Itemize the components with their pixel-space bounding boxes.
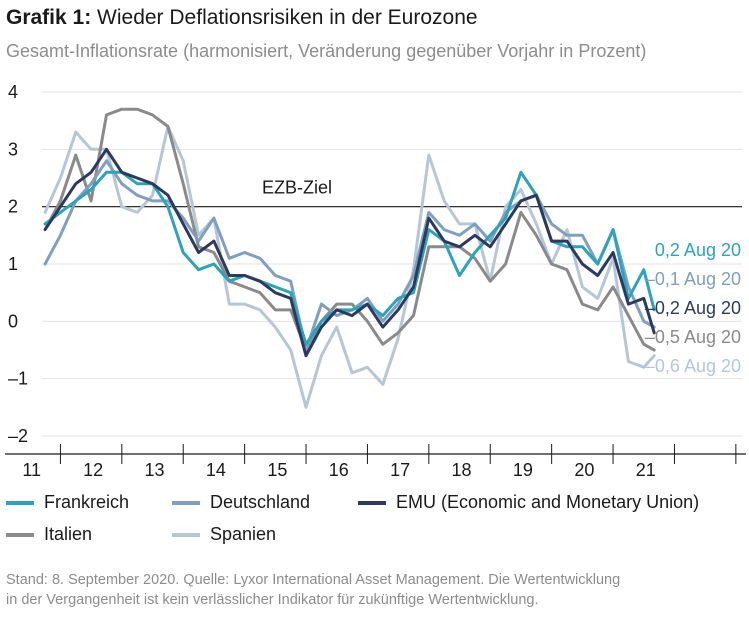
- legend-label-spanien: Spanien: [210, 524, 277, 544]
- y-tick-label: 2: [8, 197, 18, 217]
- x-tick-label: 12: [83, 460, 103, 480]
- x-tick-label: 17: [390, 460, 410, 480]
- series-line-frankreich: [43, 170, 656, 346]
- label-layer: EZB-Ziel 0,2 Aug 20 –0,1 Aug 20 –0,2 Aug 20…: [262, 178, 741, 376]
- y-tick-label: 3: [8, 139, 18, 159]
- y-tick-label: –1: [8, 369, 28, 389]
- legend-label-frankreich: Frankreich: [44, 492, 130, 512]
- grid-layer: [42, 91, 742, 437]
- legend-item-deutschland: Deutschland: [172, 492, 310, 513]
- end-label-frankreich: 0,2 Aug 20: [655, 240, 741, 260]
- footnote-line-2: in der Vergangenheit ist kein verlässlic…: [6, 592, 539, 608]
- x-tick-label: 16: [329, 460, 349, 480]
- end-label-italien: –0,5 Aug 20: [645, 327, 741, 347]
- chart-title-prefix: Grafik 1:: [6, 6, 92, 29]
- legend-item-emu: EMU (Economic and Monetary Union): [358, 492, 699, 513]
- x-tick-label: 15: [267, 460, 287, 480]
- legend-swatch-frankreich: [6, 500, 34, 505]
- end-label-deutschland: –0,1 Aug 20: [645, 269, 741, 289]
- legend-swatch-deutschland: [172, 500, 200, 505]
- chart-title: Grafik 1: Wieder Deflationsrisiken in de…: [6, 6, 478, 30]
- x-tick-label: 14: [206, 460, 226, 480]
- x-tick-label: 21: [636, 460, 656, 480]
- legend-label-italien: Italien: [44, 524, 93, 544]
- legend-swatch-italien: [6, 532, 34, 537]
- series-line-emu: [43, 147, 656, 358]
- chart-title-text: Wieder Deflationsrisiken in der Eurozone: [91, 6, 478, 29]
- y-tick-label: –2: [8, 426, 28, 446]
- legend-item-spanien: Spanien: [172, 524, 276, 545]
- x-tick-label: 20: [574, 460, 594, 480]
- legend-label-emu: EMU (Economic and Monetary Union): [396, 492, 700, 512]
- footnote-line-1: Stand: 8. September 2020. Quelle: Lyxor …: [6, 572, 621, 588]
- legend-label-deutschland: Deutschland: [210, 492, 311, 512]
- legend: Frankreich Deutschland EMU (Economic and…: [6, 492, 746, 562]
- x-tick-label: 11: [22, 460, 41, 480]
- end-label-emu: –0,2 Aug 20: [645, 298, 741, 318]
- legend-swatch-spanien: [172, 532, 200, 537]
- source-footnote: Stand: 8. September 2020. Quelle: Lyxor …: [6, 570, 746, 610]
- y-tick-label: 4: [8, 82, 18, 102]
- series-line-italien: [43, 107, 656, 352]
- x-tick-label: 19: [513, 460, 533, 480]
- y-tick-label: 1: [8, 254, 18, 274]
- chart-subtitle: Gesamt-Inflationsrate (harmonisiert, Ver…: [6, 41, 647, 61]
- end-label-spanien: –0,6 Aug 20: [645, 356, 741, 376]
- series-line-spanien: [43, 124, 656, 409]
- legend-item-frankreich: Frankreich: [6, 492, 129, 513]
- x-tick-label: 13: [145, 460, 165, 480]
- legend-swatch-emu: [358, 500, 386, 505]
- x-tick-label: 18: [452, 460, 472, 480]
- ezb-target-label: EZB-Ziel: [262, 178, 332, 198]
- series-layer: [43, 107, 656, 409]
- y-tick-label: 0: [8, 311, 18, 331]
- legend-item-italien: Italien: [6, 524, 92, 545]
